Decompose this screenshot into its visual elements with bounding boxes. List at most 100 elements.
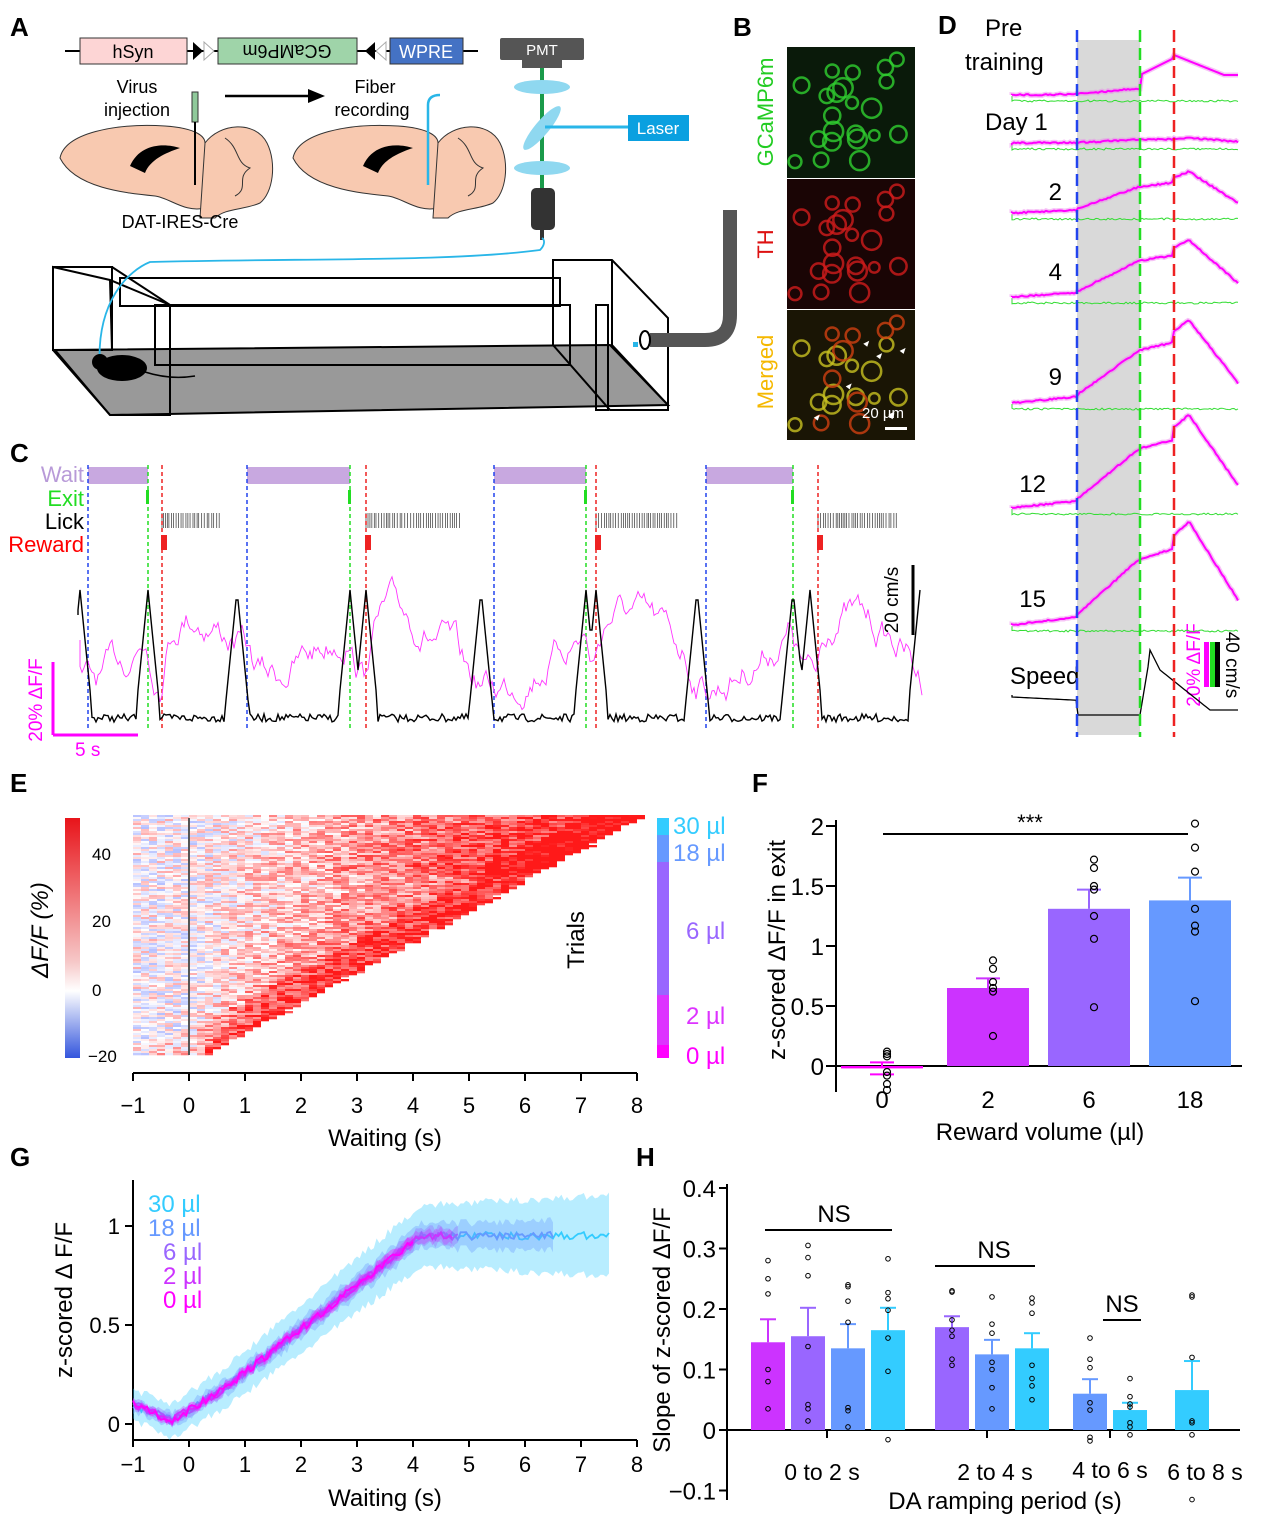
heatmap-cell [197,1033,205,1036]
heatmap-cell [381,867,389,870]
heatmap-cell [141,895,149,898]
heatmap-cell [245,905,253,908]
heatmap-cell [157,1005,165,1008]
heatmap-cell [469,851,477,854]
heatmap-cell [373,833,381,836]
heatmap-cell [333,931,341,934]
heatmap-cell [301,949,309,952]
heatmap-cell [293,885,301,888]
heatmap-cell [253,857,261,860]
heatmap-cell [301,955,309,958]
heatmap-cell [229,969,237,972]
heatmap-cell [221,821,229,824]
heatmap-cell [373,911,381,914]
heatmap-cell [317,823,325,826]
heatmap-cell [165,879,173,882]
heatmap-cell [189,997,197,1000]
heatmap-cell [605,829,613,832]
heatmap-cell [477,825,485,828]
heatmap-cell [173,853,181,856]
heatmap-cell [349,957,357,960]
cell [848,149,871,172]
heatmap-cell [181,943,189,946]
heatmap-cell [389,941,397,944]
heatmap-cell [133,1039,141,1042]
heatmap-cell [237,911,245,914]
heatmap-cell [197,897,205,900]
heatmap-cell [221,947,229,950]
heatmap-cell [429,927,437,930]
heatmap-cell [253,923,261,926]
heatmap-cell [413,835,421,838]
heatmap-cell [221,1043,229,1046]
heatmap-cell [173,1023,181,1026]
heatmap-cell [141,1045,149,1048]
heatmap-cell [309,851,317,854]
heatmap-cell [189,845,197,848]
heatmap-cell [533,843,541,846]
heatmap-cell [157,967,165,970]
heatmap-cell [429,849,437,852]
heatmap-cell [381,817,389,820]
heatmap-cell [197,867,205,870]
panel-c: C Wait Exit Lick Reward 20% ΔF/F 5 s 20 … [8,438,923,761]
heatmap-cell [189,917,197,920]
heatmap-cell [277,975,285,978]
heatmap-cell [165,1035,173,1038]
heatmap-cell [253,867,261,870]
heatmap-cell [325,953,333,956]
data-point [882,1085,892,1095]
heatmap-cell [141,887,149,890]
heatmap-cell [189,1031,197,1034]
heatmap-cell [205,987,213,990]
heatmap-cell [213,1047,221,1050]
heatmap-cell [141,835,149,838]
heatmap-cell [293,871,301,874]
heatmap-cell [213,963,221,966]
heatmap-cell [173,885,181,888]
heatmap-cell [453,891,461,894]
heatmap-cell [197,955,205,958]
heatmap-cell [357,879,365,882]
heatmap-cell [341,831,349,834]
heatmap-cell [341,969,349,972]
heatmap-cell [181,889,189,892]
heatmap-cell [189,819,197,822]
heatmap-cell [285,953,293,956]
heatmap-cell [389,889,397,892]
heatmap-cell [205,971,213,974]
heatmap-cell [357,841,365,844]
heatmap-cell [437,831,445,834]
heatmap-cell [365,895,373,898]
heatmap-cell [381,835,389,838]
heatmap-cell [157,849,165,852]
heatmap-cell [325,977,333,980]
heatmap-cell [141,1009,149,1012]
heatmap-cell [261,827,269,830]
heatmap-cell [501,823,509,826]
heatmap-cell [165,869,173,872]
heatmap-cell [469,883,477,886]
heatmap-cell [357,961,365,964]
heatmap-cell [413,927,421,930]
heatmap-cell [181,843,189,846]
heatmap-cell [357,923,365,926]
heatmap-cell [397,893,405,896]
heatmap-cell [285,925,293,928]
heatmap-cell [389,837,397,840]
heatmap-cell [301,981,309,984]
heatmap-cell [197,825,205,828]
heatmap-cell [237,827,245,830]
heatmap-cell [181,1027,189,1030]
heatmap-cell [181,977,189,980]
heatmap-cell [357,835,365,838]
heatmap-cell [461,815,469,818]
heatmap-cell [285,837,293,840]
heatmap-cell [245,903,253,906]
heatmap-cell [165,983,173,986]
heatmap-cell [213,991,221,994]
heatmap-cell [197,835,205,838]
heatmap-cell [165,927,173,930]
heatmap-cell [245,891,253,894]
colorbar-tick: 20 [92,912,111,931]
